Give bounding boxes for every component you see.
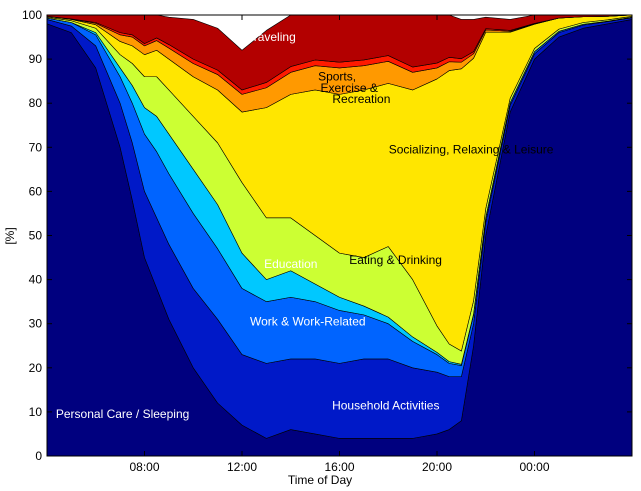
area-label: Exercise &: [321, 81, 378, 95]
area-label: Eating & Drinking: [349, 253, 442, 267]
y-tick-label: 0: [35, 449, 42, 463]
area-label: Work & Work-Related: [250, 315, 366, 329]
y-tick-label: 100: [22, 8, 42, 22]
area-labels: Traveling Sports,Exercise &Recreation Soci…: [56, 30, 554, 421]
x-tick-label: 16:00: [324, 460, 354, 474]
y-axis: 0 10 20 30 40 50 60 70 80 90 100: [22, 8, 632, 463]
y-tick-label: 10: [29, 405, 43, 419]
y-tick-label: 70: [29, 140, 43, 154]
area-label: Recreation: [332, 92, 390, 106]
y-tick-label: 80: [29, 96, 43, 110]
x-tick-label: 08:00: [129, 460, 159, 474]
area-label: Traveling: [247, 30, 296, 44]
y-axis-label: [%]: [3, 227, 17, 244]
y-tick-label: 60: [29, 184, 43, 198]
y-tick-label: 90: [29, 52, 43, 66]
area-label: Sports,: [318, 70, 356, 84]
area-series-group: [46, 14, 633, 457]
y-tick-label: 50: [29, 229, 43, 243]
x-axis-label: Time of Day: [288, 473, 352, 487]
area-label: Education: [264, 257, 317, 271]
area-label: Socializing, Relaxing & Leisure: [389, 143, 554, 157]
area-label: Personal Care / Sleeping: [56, 407, 189, 421]
y-tick-label: 20: [29, 361, 43, 375]
y-tick-label: 30: [29, 317, 43, 331]
x-tick-label: 20:00: [422, 460, 452, 474]
area-label: Household Activities: [332, 398, 439, 412]
x-tick-label: 00:00: [519, 460, 549, 474]
y-tick-label: 40: [29, 273, 43, 287]
x-tick-label: 12:00: [227, 460, 257, 474]
area-series-8: [46, 14, 633, 91]
x-axis: 08:00 12:00 16:00 20:00 00:00: [129, 15, 550, 474]
